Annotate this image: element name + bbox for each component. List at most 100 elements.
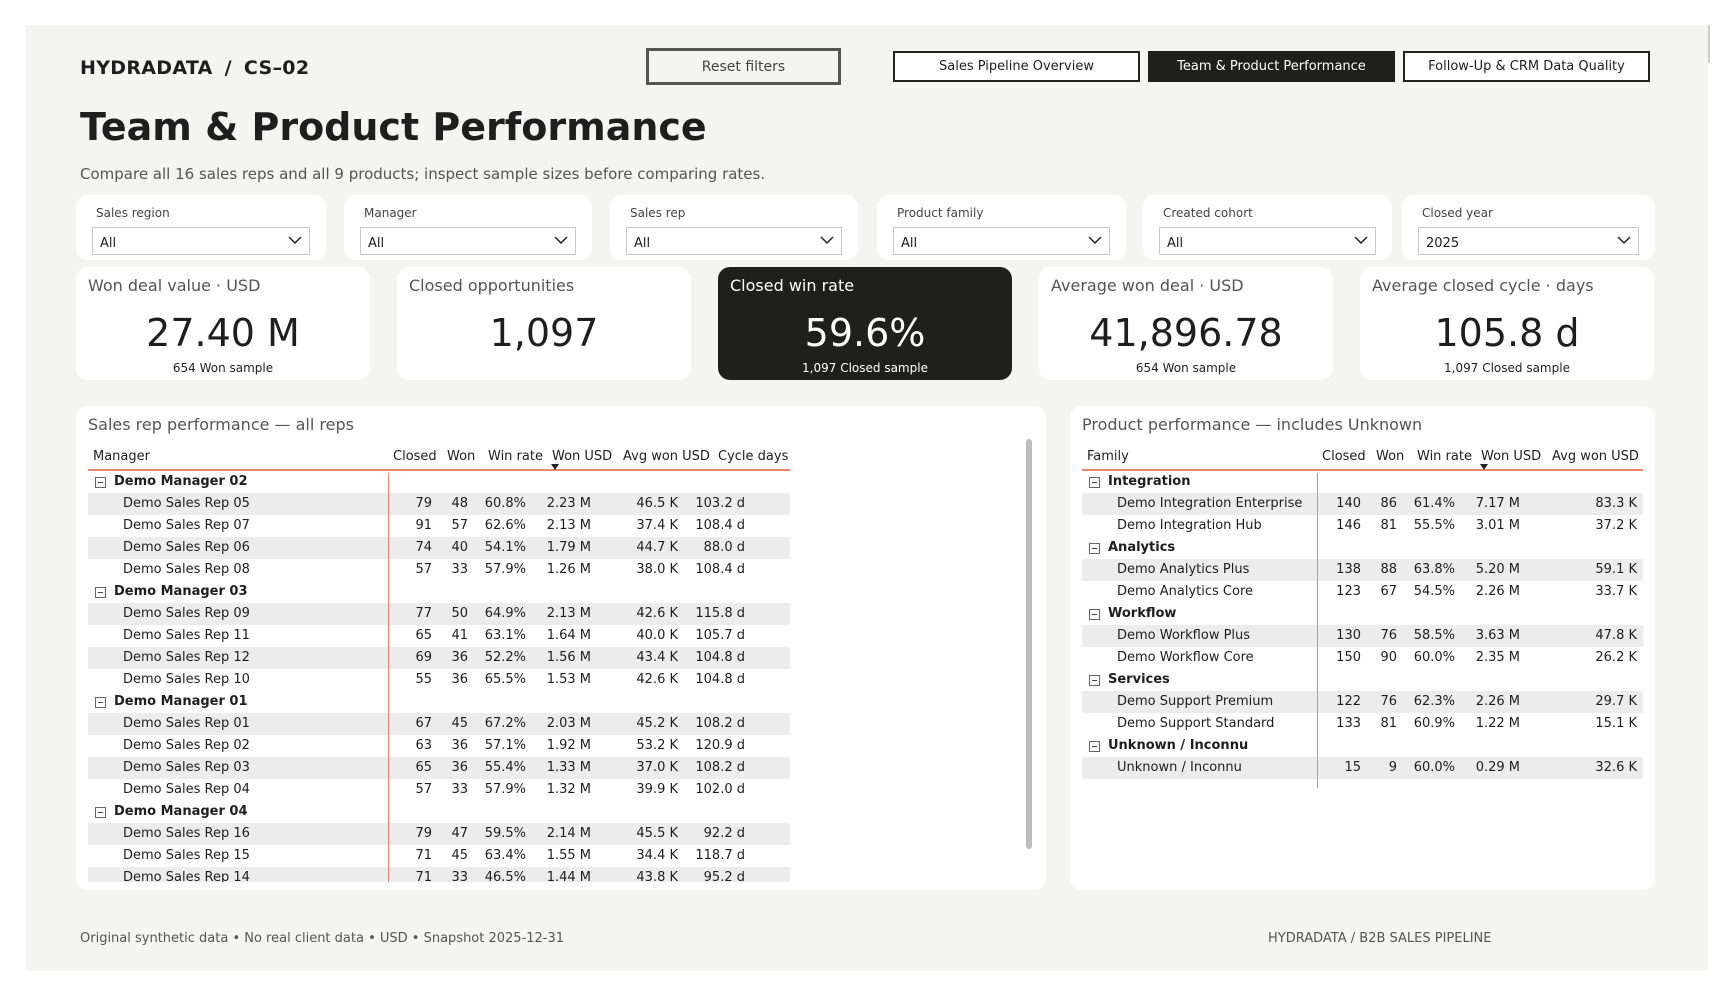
- table-row[interactable]: Demo Sales Rep 11 65 41 63.1% 1.64 M 40.0 K 10…: [88, 625, 790, 647]
- reset-filters-button[interactable]: Reset filters: [646, 48, 841, 85]
- sales-rep-scrollbar[interactable]: [1026, 439, 1032, 849]
- cell-won: 67: [1380, 584, 1397, 599]
- filter-dropdown[interactable]: All: [626, 227, 842, 255]
- group-name: Demo Manager 02: [114, 474, 248, 489]
- col-header-closed[interactable]: Closed: [393, 449, 437, 464]
- col-header-family[interactable]: Family: [1087, 449, 1129, 464]
- group-row[interactable]: Demo Manager 01: [88, 691, 790, 713]
- kpi-average-won-deal: Average won deal · USD 41,896.78 654 Won…: [1039, 267, 1333, 380]
- row-name: Demo Sales Rep 03: [123, 760, 250, 775]
- table-row[interactable]: Demo Workflow Core 150 90 60.0% 2.35 M 26.2 K: [1082, 647, 1643, 669]
- table-row[interactable]: Demo Sales Rep 01 67 45 67.2% 2.03 M 45.2 K 10…: [88, 713, 790, 735]
- filter-dropdown[interactable]: All: [92, 227, 310, 255]
- table-row[interactable]: Demo Sales Rep 10 55 36 65.5% 1.53 M 42.6 K 10…: [88, 669, 790, 691]
- col-header-win-rate[interactable]: Win rate: [1417, 449, 1472, 464]
- cell-usd: 3.01 M: [1475, 518, 1520, 533]
- cell-won: 33: [451, 562, 468, 577]
- table-row[interactable]: Demo Sales Rep 04 57 33 57.9% 1.32 M 39.9 K 10…: [88, 779, 790, 801]
- collapse-icon[interactable]: [1089, 477, 1100, 488]
- collapse-icon[interactable]: [1089, 741, 1100, 752]
- collapse-icon[interactable]: [95, 697, 106, 708]
- cell-rate: 60.0%: [1413, 760, 1455, 775]
- table-row[interactable]: Demo Sales Rep 07 91 57 62.6% 2.13 M 37.4 K 10…: [88, 515, 790, 537]
- filter-dropdown[interactable]: All: [893, 227, 1110, 255]
- collapse-icon[interactable]: [95, 587, 106, 598]
- table-row[interactable]: Demo Sales Rep 16 79 47 59.5% 2.14 M 45.5 K 92…: [88, 823, 790, 845]
- table-row[interactable]: Demo Integration Hub 146 81 55.5% 3.01 M 37.2…: [1082, 515, 1643, 537]
- group-row[interactable]: Integration: [1082, 471, 1643, 493]
- cell-usd: 2.14 M: [546, 826, 591, 841]
- cell-won: 41: [451, 628, 468, 643]
- cell-cycle: 108.2 d: [695, 760, 745, 775]
- table-row[interactable]: Demo Analytics Core 123 67 54.5% 2.26 M 33.7 …: [1082, 581, 1643, 603]
- tab-sales-pipeline-overview[interactable]: Sales Pipeline Overview: [893, 51, 1140, 82]
- cell-usd: 2.23 M: [546, 496, 591, 511]
- filter-dropdown[interactable]: All: [1159, 227, 1376, 255]
- table-row[interactable]: Demo Workflow Plus 130 76 58.5% 3.63 M 47.8 K: [1082, 625, 1643, 647]
- chevron-down-icon: [1617, 236, 1631, 245]
- cell-closed: 67: [415, 716, 432, 731]
- collapse-icon[interactable]: [95, 477, 106, 488]
- table-row[interactable]: Demo Sales Rep 15 71 45 63.4% 1.55 M 34.4 K 11…: [88, 845, 790, 867]
- table-row[interactable]: Demo Sales Rep 02 63 36 57.1% 1.92 M 53.2 K 12…: [88, 735, 790, 757]
- filter-dropdown[interactable]: All: [360, 227, 576, 255]
- cell-rate: 60.8%: [484, 496, 526, 511]
- table-row[interactable]: Demo Analytics Plus 138 88 63.8% 5.20 M 59.1 …: [1082, 559, 1643, 581]
- table-row[interactable]: Demo Sales Rep 09 77 50 64.9% 2.13 M 42.6 K 11…: [88, 603, 790, 625]
- group-row[interactable]: Analytics: [1082, 537, 1643, 559]
- kpi-value: 41,896.78: [1089, 311, 1283, 355]
- col-header-win-rate[interactable]: Win rate: [488, 449, 543, 464]
- filter-label: Product family: [897, 206, 984, 220]
- tab-team-product-performance[interactable]: Team & Product Performance: [1148, 51, 1395, 82]
- table-row[interactable]: Demo Support Premium 122 76 62.3% 2.26 M 29.7…: [1082, 691, 1643, 713]
- table-row[interactable]: Demo Integration Enterprise 140 86 61.4% 7.1…: [1082, 493, 1643, 515]
- group-row[interactable]: Demo Manager 04: [88, 801, 790, 823]
- cell-cycle: 88.0 d: [703, 540, 745, 555]
- col-header-cycle-days[interactable]: Cycle days: [718, 449, 789, 464]
- cell-rate: 59.5%: [484, 826, 526, 841]
- group-row[interactable]: Demo Manager 03: [88, 581, 790, 603]
- product-table-header: Family Closed Won Win rate Won USD Avg w…: [1082, 443, 1643, 471]
- col-header-closed[interactable]: Closed: [1322, 449, 1366, 464]
- group-row[interactable]: Demo Manager 02: [88, 471, 790, 493]
- collapse-icon[interactable]: [95, 807, 106, 818]
- table-row[interactable]: Demo Sales Rep 14 71 33 46.5% 1.44 M 43.8 K 95…: [88, 867, 790, 882]
- cell-rate: 64.9%: [484, 606, 526, 621]
- filter-manager: Manager All: [344, 195, 592, 260]
- cell-cycle: 103.2 d: [695, 496, 745, 511]
- cell-avg: 44.7 K: [636, 540, 678, 555]
- col-header-manager[interactable]: Manager: [93, 449, 150, 464]
- cell-rate: 52.2%: [484, 650, 526, 665]
- col-header-won-usd[interactable]: Won USD: [552, 449, 613, 464]
- col-header-won[interactable]: Won: [1376, 449, 1405, 464]
- group-row[interactable]: Workflow: [1082, 603, 1643, 625]
- table-row[interactable]: Demo Sales Rep 05 79 48 60.8% 2.23 M 46.5 K 10…: [88, 493, 790, 515]
- product-table: Family Closed Won Win rate Won USD Avg w…: [1082, 443, 1643, 788]
- brand-separator: /: [224, 57, 232, 79]
- table-row[interactable]: Demo Sales Rep 06 74 40 54.1% 1.79 M 44.7 K 88…: [88, 537, 790, 559]
- col-header-avg-won-usd[interactable]: Avg won USD: [1552, 449, 1639, 464]
- table-row[interactable]: Demo Sales Rep 12 69 36 52.2% 1.56 M 43.4 K 10…: [88, 647, 790, 669]
- col-header-won-usd[interactable]: Won USD: [1481, 449, 1542, 464]
- collapse-icon[interactable]: [1089, 609, 1100, 620]
- collapse-icon[interactable]: [1089, 543, 1100, 554]
- cell-cycle: 102.0 d: [695, 782, 745, 797]
- table-row[interactable]: Demo Sales Rep 03 65 36 55.4% 1.33 M 37.0 K 10…: [88, 757, 790, 779]
- col-header-avg-won-usd[interactable]: Avg won USD: [623, 449, 710, 464]
- table-row[interactable]: Demo Sales Rep 08 57 33 57.9% 1.26 M 38.0 K 10…: [88, 559, 790, 581]
- filter-selected-value: All: [368, 236, 385, 251]
- cell-rate: 65.5%: [484, 672, 526, 687]
- group-row[interactable]: Services: [1082, 669, 1643, 691]
- filter-dropdown[interactable]: 2025: [1418, 227, 1639, 255]
- cell-rate: 61.4%: [1413, 496, 1455, 511]
- group-row[interactable]: Unknown / Inconnu: [1082, 735, 1643, 757]
- cell-cycle: 105.7 d: [695, 628, 745, 643]
- table-row[interactable]: Unknown / Inconnu 15 9 60.0% 0.29 M 32.6 K: [1082, 757, 1643, 779]
- row-name: Demo Support Premium: [1117, 694, 1274, 709]
- tab-follow-up-crm-data-quality[interactable]: Follow-Up & CRM Data Quality: [1403, 51, 1650, 82]
- col-header-won[interactable]: Won: [447, 449, 476, 464]
- table-row[interactable]: Demo Support Standard 133 81 60.9% 1.22 M 15.…: [1082, 713, 1643, 735]
- cell-won: 76: [1380, 694, 1397, 709]
- collapse-icon[interactable]: [1089, 675, 1100, 686]
- kpi-closed-win-rate: Closed win rate 59.6% 1,097 Closed sampl…: [718, 267, 1012, 380]
